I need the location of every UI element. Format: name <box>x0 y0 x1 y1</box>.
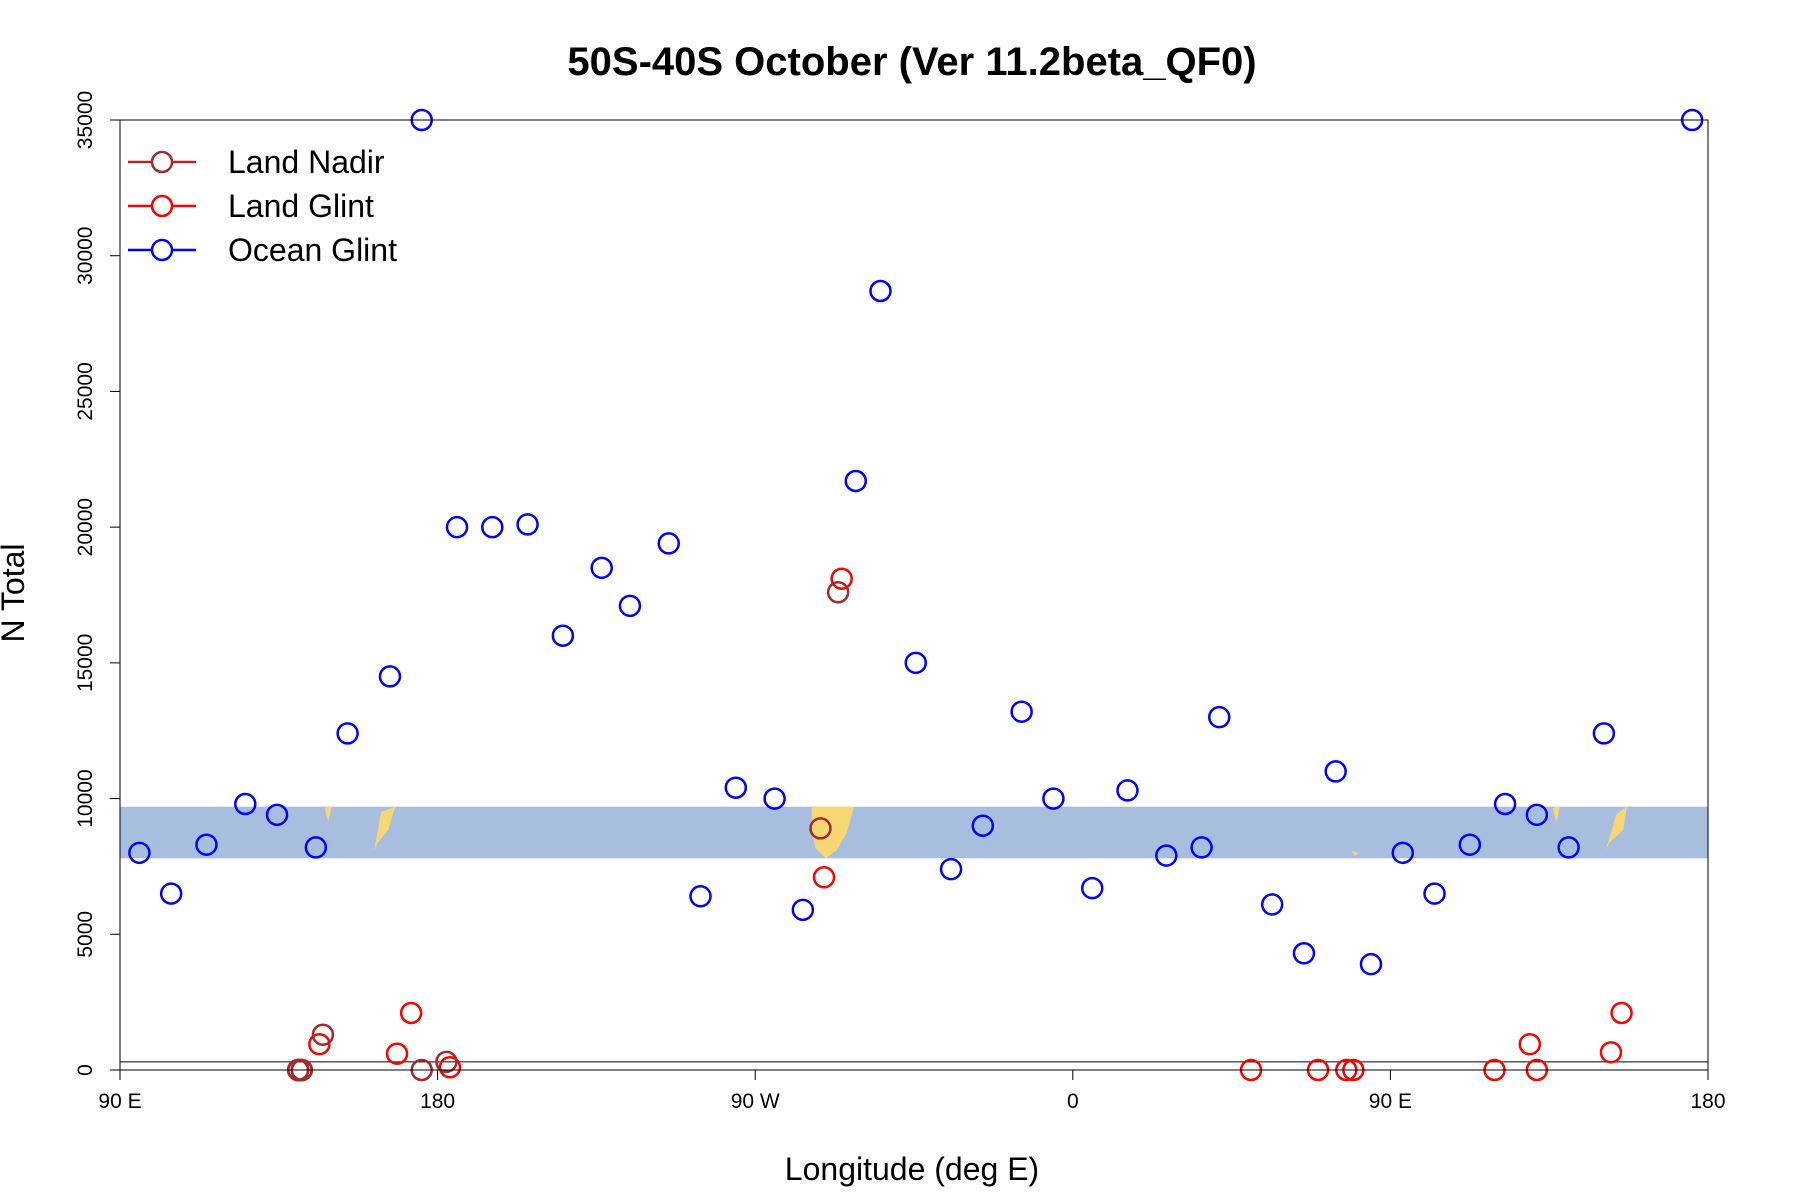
x-tick-label-3: 0 <box>1067 1090 1079 1113</box>
axes: 90 E 180 90 W 0 90 E 180 0 5000 10000 15000 20000 2… <box>74 91 1726 1113</box>
y-tick-label-7: 35000 <box>74 91 97 149</box>
land-glint-point <box>830 567 853 590</box>
x-axis-label: Longitude (deg E) <box>785 1151 1039 1187</box>
ocean-glint-point <box>1010 700 1033 723</box>
land-glint-point <box>1599 1041 1623 1064</box>
y-tick-label-2: 10000 <box>74 769 97 827</box>
plot-frame <box>119 119 1709 1071</box>
legend-marker-ocean-glint <box>150 238 174 262</box>
ocean-glint-point <box>590 556 613 580</box>
new-zealand-land-3 <box>1605 806 1627 851</box>
ocean-glint-point <box>378 665 402 688</box>
land-glint-point <box>1610 1001 1633 1025</box>
ocean-glint-point <box>234 792 257 816</box>
chart-title: 50S-40S October (Ver 11.2beta_QF0) <box>567 40 1256 84</box>
ocean-glint-point <box>971 814 995 837</box>
ocean-glint-point <box>445 515 469 539</box>
land-glint-point <box>812 866 836 889</box>
y-axis-label: N Total <box>0 543 31 642</box>
legend-marker-land-glint <box>150 194 174 218</box>
ocean-glint-point <box>689 885 712 908</box>
ocean-glint-point <box>265 803 289 827</box>
y-tick-label-4: 20000 <box>74 498 97 556</box>
x-tick-label-5: 180 <box>1690 1090 1725 1113</box>
ocean-glint-point <box>1260 893 1284 916</box>
x-tick-label-1: 180 <box>420 1090 455 1113</box>
legend-label-ocean-glint: Ocean Glint <box>228 232 397 268</box>
ocean-glint-point <box>1391 841 1415 865</box>
land-glint-point <box>438 1056 462 1079</box>
land-nadir-point <box>435 1050 458 1074</box>
ocean-glint-point <box>304 836 328 859</box>
ocean-glint-point <box>844 469 868 493</box>
land-nadir-point <box>809 817 832 840</box>
ocean-glint-point <box>904 651 928 675</box>
new-zealand-land-2 <box>324 806 332 823</box>
ocean-glint-point <box>159 882 183 905</box>
ocean-glint-point <box>1207 705 1231 729</box>
land-glint-point <box>399 1001 423 1025</box>
ocean-glint-point <box>1042 787 1065 810</box>
x-tick-label-2: 90 W <box>731 1090 780 1113</box>
land-glint-point <box>1518 1032 1542 1056</box>
ocean-glint-point <box>1292 942 1316 965</box>
ocean-glint-point <box>1155 844 1178 867</box>
kerguelen-land <box>1351 850 1359 856</box>
ocean-glint-point <box>1116 779 1139 802</box>
land-nadir-point <box>311 1023 335 1046</box>
ocean-glint-point <box>128 841 151 865</box>
ocean-glint-point <box>1324 760 1347 783</box>
ocean-glint-point <box>1423 882 1446 905</box>
x-tick-label-0: 90 E <box>98 1090 141 1113</box>
ocean-glint-point <box>1359 952 1383 976</box>
x-tick-label-4: 90 E <box>1369 1090 1412 1113</box>
reference-lines <box>120 1061 1708 1071</box>
ocean-glint-point <box>336 722 359 745</box>
ocean-glint-point <box>657 532 680 555</box>
land-nadir-point <box>826 581 850 604</box>
legend-marker-land-nadir <box>150 150 174 174</box>
ocean-glint-point <box>1458 833 1482 856</box>
y-tick-label-3: 15000 <box>74 634 97 692</box>
ocean-glint-point <box>618 594 642 618</box>
ocean-glint-point <box>1190 836 1213 859</box>
ocean-glint-point <box>516 513 539 536</box>
land-glint-point <box>308 1032 331 1056</box>
ocean-glint-point <box>1525 803 1549 827</box>
ocean-glint-point <box>1080 876 1104 900</box>
land-glint-point <box>385 1042 409 1065</box>
ocean-glint-point <box>763 787 786 810</box>
ocean-glint-point <box>195 833 218 856</box>
y-tick-label-6: 30000 <box>74 227 97 285</box>
legend: Land Nadir Land Glint Ocean Glint <box>128 144 397 268</box>
ocean-glint-point <box>939 857 963 881</box>
ocean-glint-point <box>1493 792 1517 816</box>
y-tick-label-0: 0 <box>74 1064 97 1076</box>
ocean-glint-point <box>1557 836 1580 859</box>
y-tick-label-1: 5000 <box>74 911 97 958</box>
new-zealand-land-1 <box>374 806 396 851</box>
ocean-glint-point <box>869 279 892 303</box>
legend-label-land-nadir: Land Nadir <box>228 144 385 180</box>
ocean-glint-point <box>551 624 575 647</box>
map-band <box>120 806 1708 859</box>
new-zealand-land-4 <box>1552 806 1560 823</box>
ocean-glint-point <box>791 898 815 922</box>
y-tick-label-5: 25000 <box>74 362 97 420</box>
ocean-glint-point <box>481 515 504 539</box>
ocean-glint-point <box>724 776 748 799</box>
ocean-glint-point <box>1592 722 1616 745</box>
map-band-layer <box>120 806 1708 859</box>
legend-label-land-glint: Land Glint <box>228 188 374 224</box>
